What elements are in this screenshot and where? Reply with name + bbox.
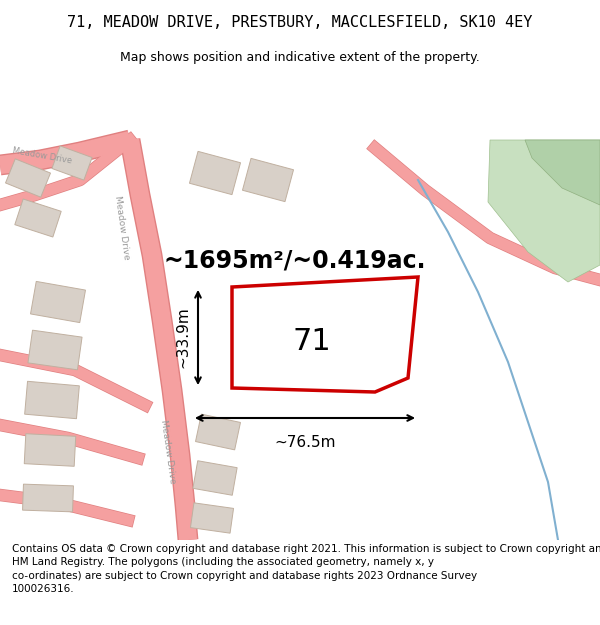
Polygon shape <box>488 140 600 282</box>
Polygon shape <box>25 381 79 419</box>
Text: Meadow Drive: Meadow Drive <box>113 196 131 261</box>
Text: 71: 71 <box>293 328 331 356</box>
Text: ~1695m²/~0.419ac.: ~1695m²/~0.419ac. <box>164 248 426 272</box>
Polygon shape <box>232 277 418 392</box>
Polygon shape <box>196 414 241 450</box>
Text: 71, MEADOW DRIVE, PRESTBURY, MACCLESFIELD, SK10 4EY: 71, MEADOW DRIVE, PRESTBURY, MACCLESFIEL… <box>67 15 533 30</box>
Text: Meadow Drive: Meadow Drive <box>159 419 177 484</box>
Polygon shape <box>31 281 85 322</box>
Polygon shape <box>525 140 600 205</box>
Polygon shape <box>193 461 237 495</box>
Text: Map shows position and indicative extent of the property.: Map shows position and indicative extent… <box>120 51 480 64</box>
Text: ~76.5m: ~76.5m <box>274 435 336 450</box>
Polygon shape <box>242 158 293 202</box>
Polygon shape <box>190 151 241 194</box>
Polygon shape <box>28 330 82 370</box>
Polygon shape <box>23 484 73 512</box>
Polygon shape <box>190 503 233 533</box>
Text: ~33.9m: ~33.9m <box>175 307 190 368</box>
Polygon shape <box>52 146 92 180</box>
Text: Meadow Drive: Meadow Drive <box>11 146 73 166</box>
Text: Contains OS data © Crown copyright and database right 2021. This information is : Contains OS data © Crown copyright and d… <box>12 544 600 594</box>
Polygon shape <box>5 159 50 197</box>
Polygon shape <box>24 434 76 466</box>
Polygon shape <box>15 199 61 237</box>
